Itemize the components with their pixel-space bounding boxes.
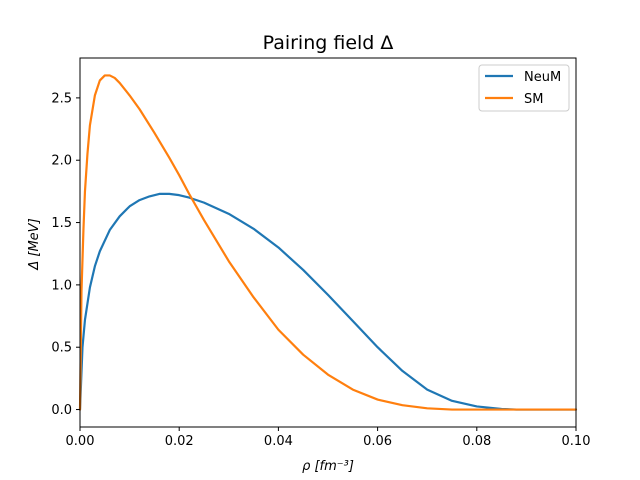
x-tick-label: 0.00: [66, 434, 95, 449]
series-line-sm: [78, 74, 578, 411]
legend: NeuM SM: [478, 64, 570, 112]
y-tick-label: 1.0: [51, 278, 72, 293]
y-tick-label: 2.5: [51, 91, 72, 106]
x-tick-label: 0.04: [264, 434, 293, 449]
plot-frame: [79, 57, 577, 428]
plot-lines: [78, 74, 578, 411]
y-tick-label: 1.5: [51, 216, 72, 231]
y-tick-label: 2.0: [51, 154, 72, 169]
x-tick-label: 0.06: [363, 434, 392, 449]
y-axis: 0.0 0.5 1.0 1.5 2.0 2.5: [51, 91, 80, 418]
chart-title: Pairing field Δ: [263, 32, 394, 54]
legend-label-neum: NeuM: [524, 70, 561, 85]
x-tick-label: 0.10: [562, 434, 591, 449]
x-tick-label: 0.08: [462, 434, 491, 449]
y-axis-label: Δ [MeV]: [27, 218, 42, 270]
series-line-neum: [78, 192, 578, 411]
x-tick-label: 0.02: [165, 434, 194, 449]
x-axis-label: ρ [fm⁻³]: [302, 459, 354, 474]
y-tick-label: 0.0: [51, 403, 72, 418]
y-tick-label: 0.5: [51, 341, 72, 356]
legend-label-sm: SM: [524, 92, 543, 107]
x-axis: 0.00 0.02 0.04 0.06 0.08 0.10: [66, 427, 591, 449]
